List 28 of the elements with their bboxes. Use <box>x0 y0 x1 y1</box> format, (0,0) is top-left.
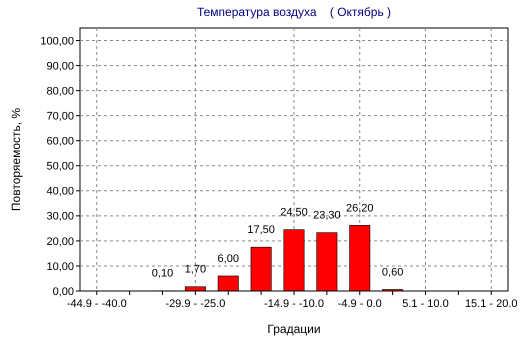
y-tick-label: 40,00 <box>46 186 74 198</box>
data-label: 24,50 <box>280 206 308 219</box>
data-label: 1,70 <box>184 264 206 276</box>
y-tick-label: 30,00 <box>46 210 74 223</box>
y-tick-label: 90,00 <box>46 60 74 72</box>
y-tick-label: 100,00 <box>40 35 74 48</box>
data-label: 6,00 <box>218 252 239 265</box>
x-tick-label: 5.1 - 10.0 <box>402 298 449 310</box>
y-tick-label: 80,00 <box>46 85 74 98</box>
data-label: 0,10 <box>152 268 174 280</box>
data-label: 26,20 <box>346 202 374 214</box>
chart-title: Температура воздуха ( Октябрь ) <box>196 5 392 19</box>
y-tick-label: 20,00 <box>46 236 74 248</box>
x-tick-label: 15.1 - 20.0 <box>464 298 518 310</box>
y-tick-label: 10,00 <box>46 260 74 273</box>
data-label: 23,30 <box>313 210 341 222</box>
x-tick-label: -44.9 - -40.0 <box>66 298 127 310</box>
x-tick-label: -4.9 - 0.0 <box>338 298 382 310</box>
y-tick-label: 0,00 <box>52 286 74 298</box>
data-label: 0,60 <box>382 266 404 278</box>
x-tick-label: -14.9 - -10.0 <box>264 298 324 310</box>
y-tick-label: 50,00 <box>46 160 74 173</box>
y-axis-title: Повторяемость, % <box>9 108 23 212</box>
x-tick-label: -29.9 - -25.0 <box>165 298 226 310</box>
y-tick-label: 60,00 <box>46 136 74 148</box>
x-axis-title: Градации <box>267 322 321 336</box>
y-tick-label: 70,00 <box>46 110 74 123</box>
data-label: 17,50 <box>247 224 275 236</box>
